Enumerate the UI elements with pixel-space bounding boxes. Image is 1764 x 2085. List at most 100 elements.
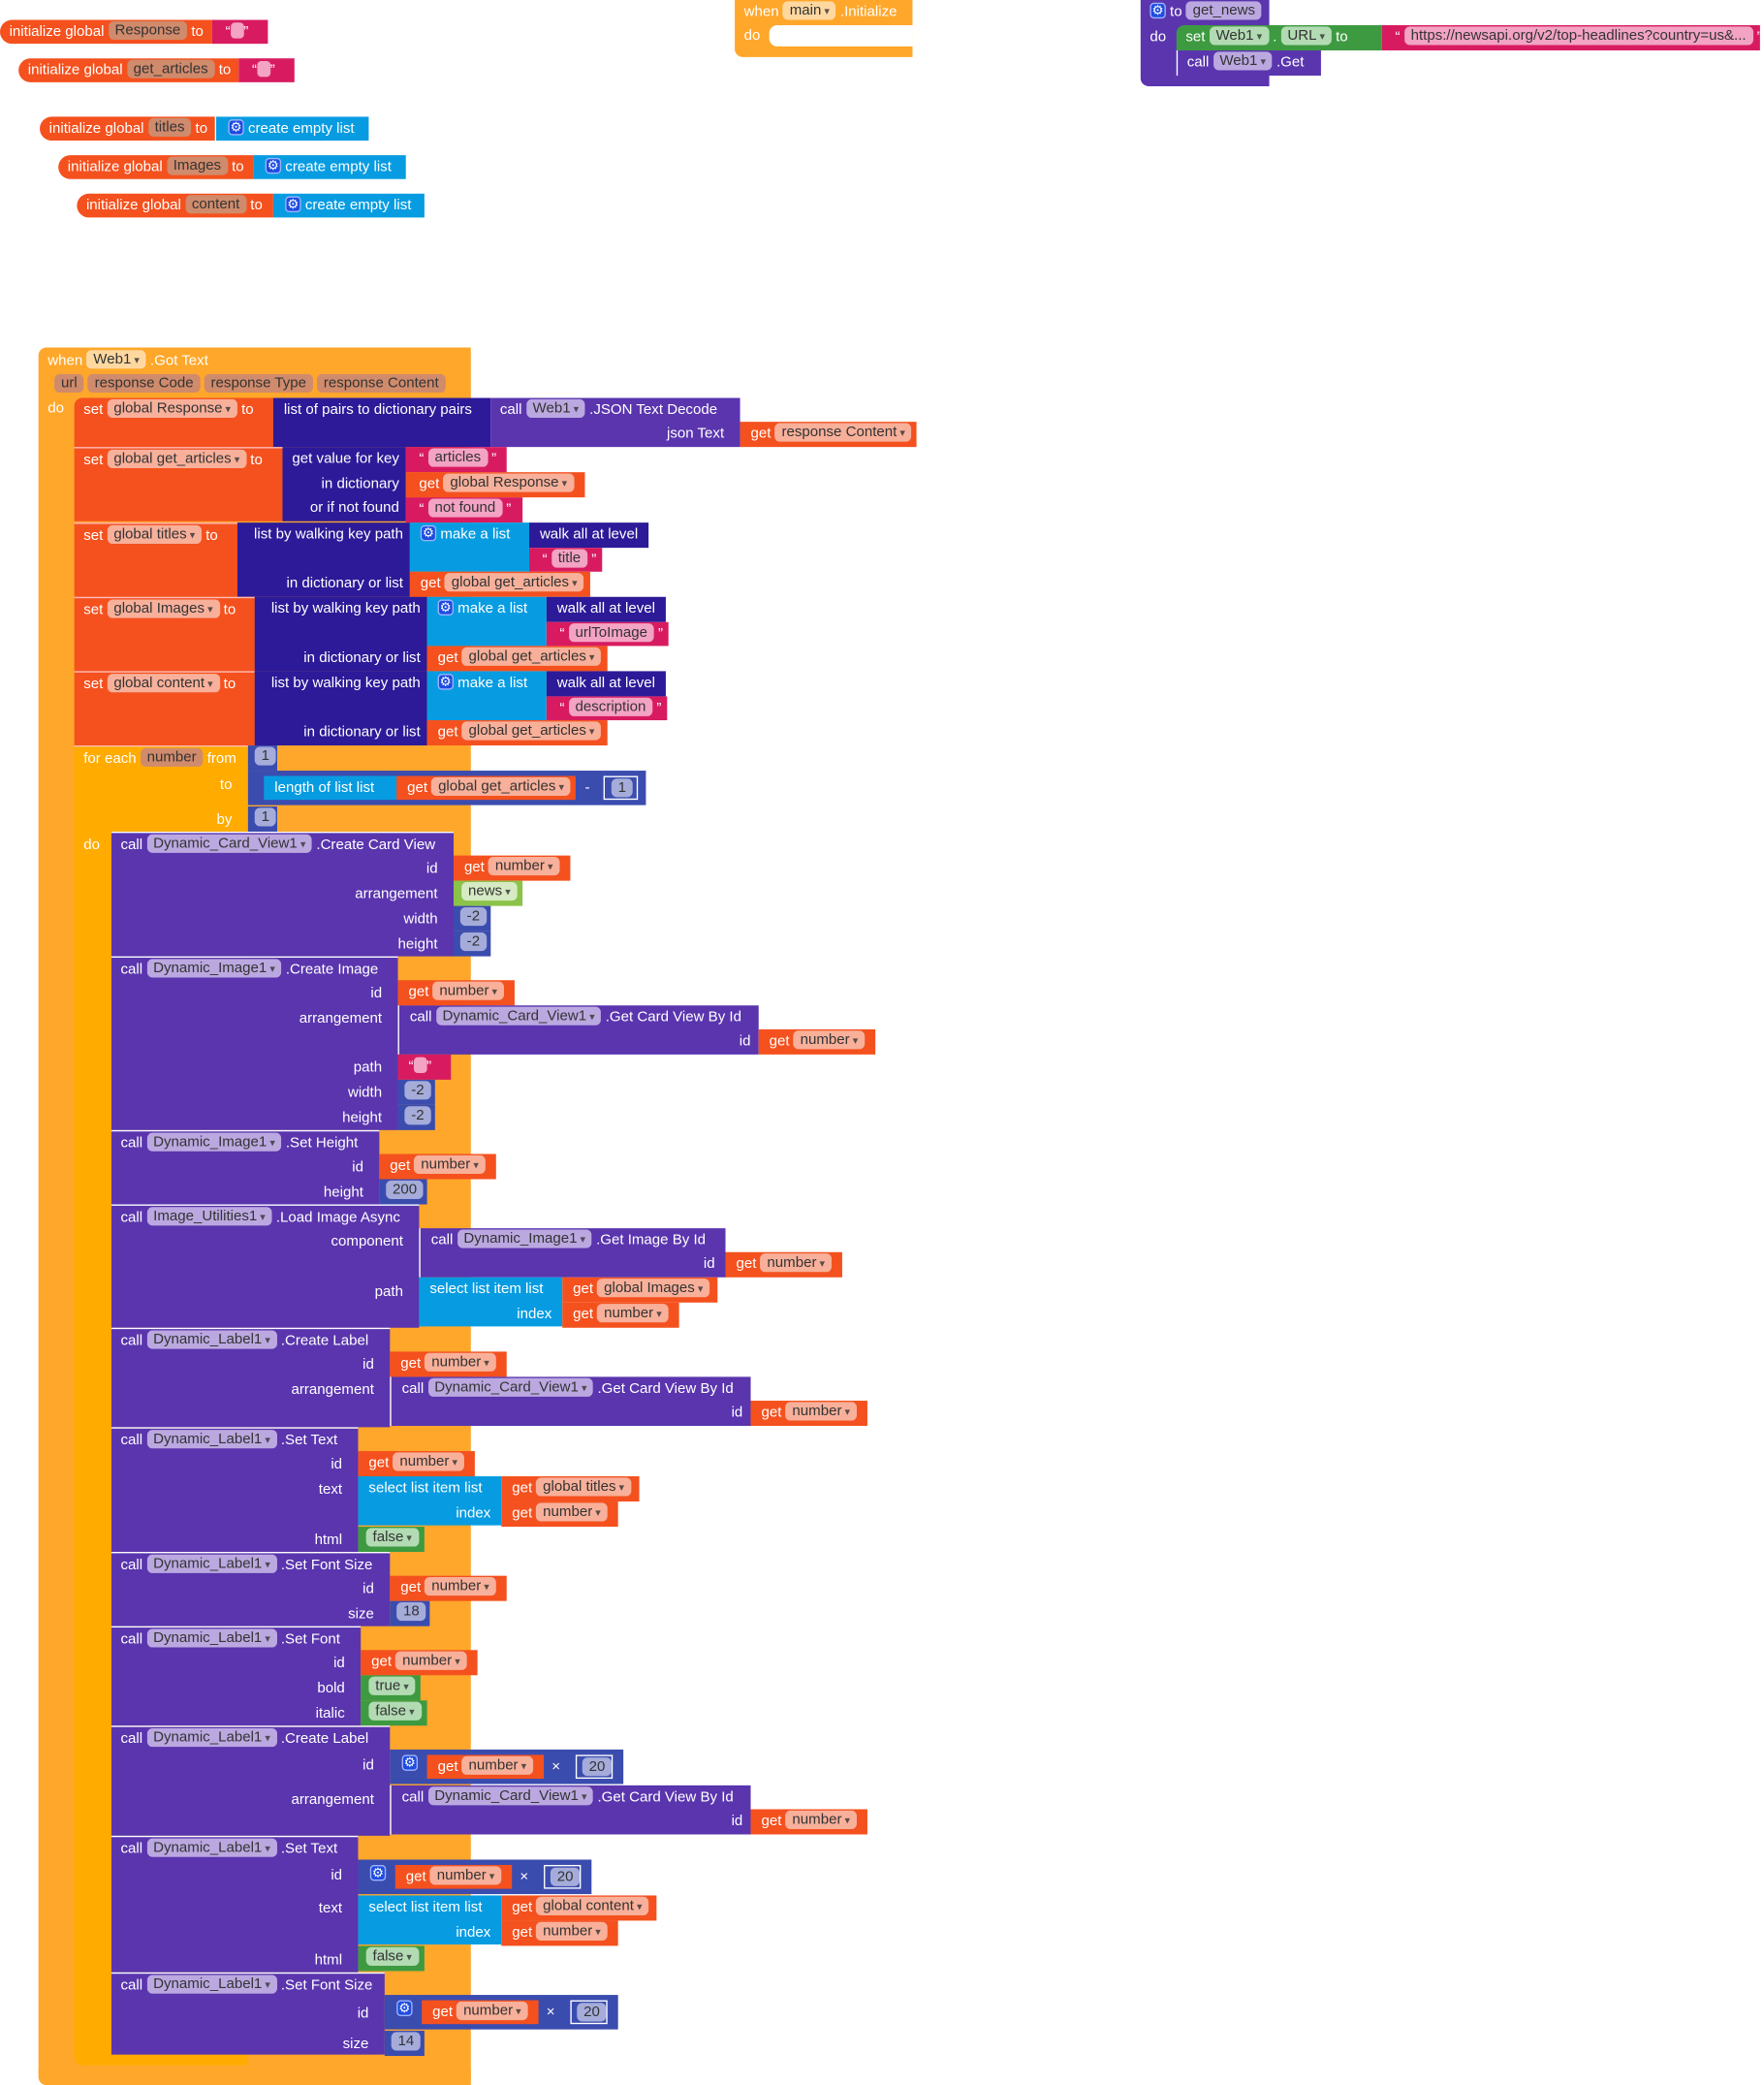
variable-dropdown[interactable]: number xyxy=(488,857,560,876)
number-block[interactable]: 20 xyxy=(544,1864,582,1889)
component-dropdown[interactable]: Dynamic_Image1 xyxy=(457,1229,592,1248)
set-global-response-block[interactable]: set global Response to xyxy=(74,397,273,448)
multiply-block[interactable]: ⚙ get number × 20 xyxy=(390,1749,624,1785)
component-dropdown[interactable]: Dynamic_Card_View1 xyxy=(435,1006,602,1026)
variable-dropdown[interactable]: number xyxy=(393,1452,464,1471)
variable-dropdown[interactable]: global content xyxy=(536,1896,649,1916)
from-number-block[interactable]: 1 xyxy=(247,745,277,772)
get-card-view-by-id-block[interactable]: call Dynamic_Card_View1 .Get Card View B… xyxy=(390,1376,751,1427)
gear-icon[interactable]: ⚙ xyxy=(420,525,437,542)
minus-number-block[interactable]: 1 xyxy=(603,775,639,801)
gear-icon[interactable]: ⚙ xyxy=(369,1864,387,1881)
get-list-block[interactable]: get global content xyxy=(501,1895,657,1921)
get-number-block[interactable]: get number xyxy=(394,1864,513,1889)
gear-icon[interactable]: ⚙ xyxy=(228,119,244,136)
variable-dropdown[interactable]: global Response xyxy=(443,473,574,492)
component-dropdown[interactable]: Web1 xyxy=(525,399,585,419)
number-field[interactable]: -2 xyxy=(459,907,487,927)
get-number-block[interactable]: get number xyxy=(397,980,515,1006)
create-empty-list-block[interactable]: ⚙ create empty list xyxy=(253,155,406,179)
url-text-block[interactable]: “ https://newsapi.org/v2/top-headlines?c… xyxy=(1381,24,1762,50)
event-param[interactable]: response Code xyxy=(87,374,201,394)
loop-variable[interactable]: number xyxy=(140,747,204,768)
number-block[interactable]: 20 xyxy=(575,1754,614,1780)
main-initialize-event-block[interactable]: when main .Initialize do xyxy=(735,0,913,57)
json-text-decode-block[interactable]: call Web1 .JSON Text Decode json Text xyxy=(490,397,740,448)
call-set-font-block[interactable]: call Dynamic_Label1 .Set Font id bold itali… xyxy=(110,1626,362,1726)
get-number-block[interactable]: get number xyxy=(379,1153,496,1180)
variable-dropdown[interactable]: number xyxy=(536,1921,608,1942)
get-number-block[interactable]: get number xyxy=(501,1920,618,1946)
empty-text-field[interactable] xyxy=(230,22,244,39)
number-field[interactable]: 20 xyxy=(577,2003,607,2022)
number-block[interactable]: 14 xyxy=(384,2031,425,2057)
number-block[interactable]: -2 xyxy=(397,1104,435,1130)
component-dropdown[interactable]: Dynamic_Label1 xyxy=(146,1974,277,1994)
get-number-block[interactable]: get number xyxy=(426,1754,545,1780)
not-found-text-block[interactable]: “ not found ” xyxy=(405,497,523,523)
number-block[interactable]: 18 xyxy=(390,1600,430,1627)
arrangement-dropdown[interactable]: news xyxy=(461,882,518,901)
variable-dropdown[interactable]: number xyxy=(760,1253,832,1273)
get-number-block[interactable]: get number xyxy=(358,1451,475,1477)
init-global-get-articles-block[interactable]: initialize global get_articles to xyxy=(18,58,239,82)
walking-key-path-block[interactable]: list by walking key path in dictionary o… xyxy=(236,522,410,597)
empty-text-block[interactable]: “” xyxy=(211,19,268,45)
component-dropdown[interactable]: Dynamic_Card_View1 xyxy=(146,834,313,854)
component-dropdown[interactable]: Web1 xyxy=(86,350,146,369)
empty-text-field[interactable] xyxy=(257,61,270,78)
get-response-content-block[interactable]: get response Content xyxy=(740,422,917,448)
component-dropdown[interactable]: Dynamic_Image1 xyxy=(146,959,282,978)
component-dropdown[interactable]: Dynamic_Label1 xyxy=(146,1430,277,1449)
call-set-text1-block[interactable]: call Dynamic_Label1 .Set Text id text html xyxy=(110,1427,359,1553)
arrangement-news-block[interactable]: news xyxy=(453,880,523,906)
variable-dropdown[interactable]: global Response xyxy=(107,399,237,419)
get-number-block[interactable]: get number xyxy=(562,1302,679,1328)
boolean-dropdown[interactable]: false xyxy=(365,1528,419,1547)
number-field[interactable]: 20 xyxy=(550,1867,581,1886)
key-text-block[interactable]: “ description ” xyxy=(546,696,667,721)
gear-icon[interactable]: ⚙ xyxy=(396,2000,413,2016)
get-global-response-block[interactable]: get global Response xyxy=(405,472,585,498)
set-global-get-articles-block[interactable]: set global get_articles to xyxy=(74,447,283,521)
number-block[interactable]: 20 xyxy=(570,2000,608,2025)
number-field[interactable]: 14 xyxy=(391,2032,422,2051)
empty-path-text-block[interactable]: “” xyxy=(397,1054,452,1080)
gear-icon[interactable]: ⚙ xyxy=(265,157,282,174)
text-field[interactable]: urlToImage xyxy=(568,623,654,643)
variable-dropdown[interactable]: global content xyxy=(107,674,220,693)
variable-dropdown[interactable]: global get_articles xyxy=(431,777,571,797)
component-dropdown[interactable]: Image_Utilities1 xyxy=(146,1207,272,1226)
boolean-block[interactable]: false xyxy=(358,1945,425,1972)
walk-all-at-level-block[interactable]: walk all at level xyxy=(528,522,649,549)
by-number-block[interactable]: 1 xyxy=(247,806,277,832)
multiply-block[interactable]: ⚙ get number × 20 xyxy=(384,1995,618,2030)
init-global-response-block[interactable]: initialize global Response to xyxy=(0,19,212,45)
gear-icon[interactable]: ⚙ xyxy=(285,196,301,213)
event-param[interactable]: response Content xyxy=(317,374,446,394)
multiply-operator[interactable]: × xyxy=(551,1758,561,1775)
component-dropdown[interactable]: Dynamic_Card_View1 xyxy=(427,1786,594,1806)
call-create-label2-block[interactable]: call Dynamic_Label1 .Create Label id arran… xyxy=(110,1725,391,1836)
variable-dropdown[interactable]: global Images xyxy=(107,599,220,618)
call-set-height-block[interactable]: call Dynamic_Image1 .Set Height id height xyxy=(110,1129,380,1205)
variable-dropdown[interactable]: global titles xyxy=(536,1477,631,1497)
init-global-images-block[interactable]: initialize global Images to xyxy=(58,155,254,179)
variable-name[interactable]: Images xyxy=(166,156,228,175)
variable-dropdown[interactable]: number xyxy=(414,1155,486,1175)
text-field[interactable]: description xyxy=(568,697,653,717)
event-param[interactable]: response Type xyxy=(204,374,313,394)
init-global-content-block[interactable]: initialize global content to xyxy=(77,193,273,218)
number-field[interactable]: -2 xyxy=(404,1081,431,1100)
variable-dropdown[interactable]: global titles xyxy=(107,525,203,545)
variable-dropdown[interactable]: number xyxy=(432,981,504,1000)
get-card-view-by-id-block[interactable]: call Dynamic_Card_View1 .Get Card View B… xyxy=(390,1785,751,1835)
variable-dropdown[interactable]: number xyxy=(425,1352,496,1373)
component-dropdown[interactable]: Dynamic_Label1 xyxy=(146,1728,277,1748)
multiply-block[interactable]: ⚙ get number × 20 xyxy=(358,1859,592,1895)
gear-icon[interactable]: ⚙ xyxy=(1150,2,1166,19)
get-number-block[interactable]: get number xyxy=(453,855,571,881)
variable-dropdown[interactable]: global get_articles xyxy=(461,647,602,667)
boolean-block[interactable]: false xyxy=(358,1527,425,1553)
